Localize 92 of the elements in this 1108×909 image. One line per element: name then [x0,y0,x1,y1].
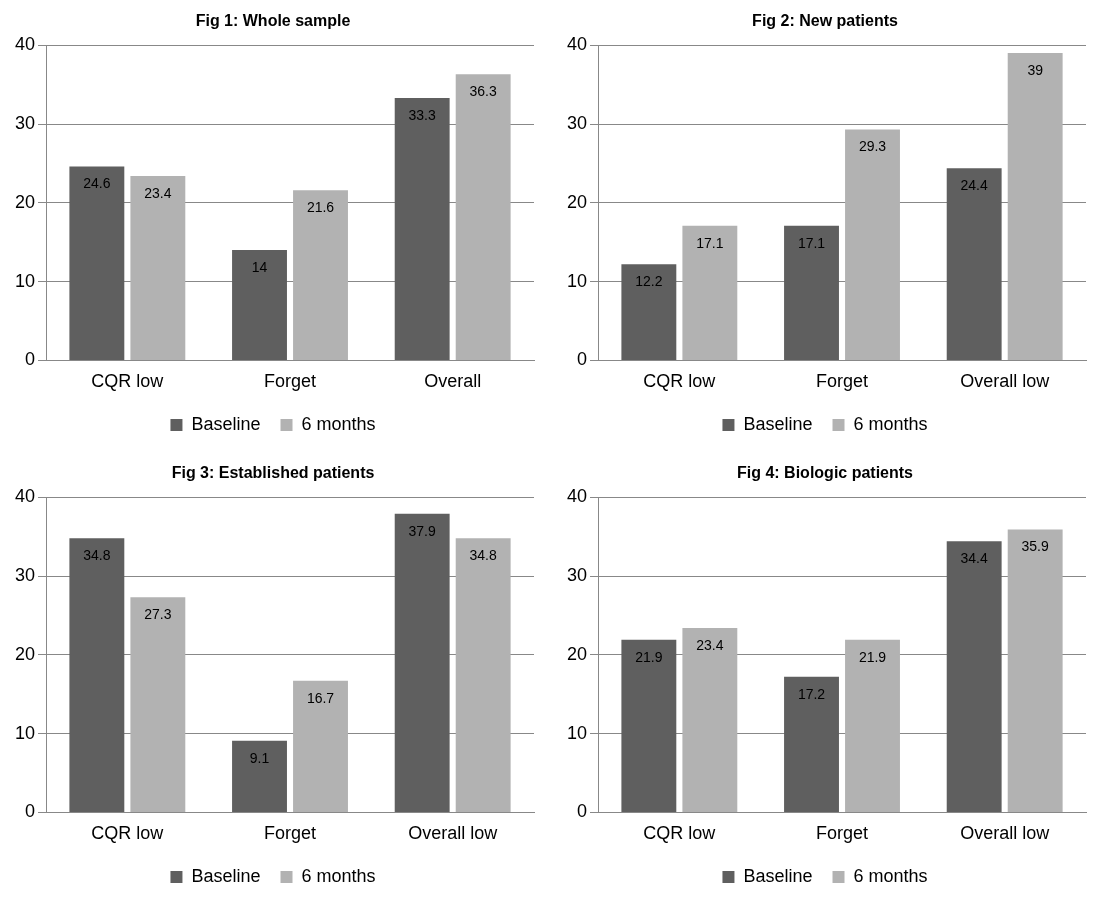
legend-label: Baseline [191,413,261,434]
bar [232,250,287,360]
y-tick-label: 40 [566,34,588,55]
data-label: 21.9 [635,648,663,665]
y-tick-label: 30 [566,564,588,585]
y-tick-label: 30 [14,564,36,585]
data-label: 37.9 [408,522,437,539]
y-tick-label: 40 [14,34,36,55]
x-tick-label: Overall low [960,371,1051,392]
data-label: 27.3 [144,606,172,623]
y-tick-label: 0 [577,349,588,370]
y-tick-label: 40 [14,486,36,507]
data-label: 23.4 [144,184,172,201]
y-tick-label: 20 [566,643,588,664]
y-tick-label: 0 [577,801,588,822]
legend-label: 6 months [853,413,928,434]
bar [232,740,287,812]
bar [784,676,839,812]
bar [1007,53,1063,360]
x-tick-label: Forget [816,371,869,392]
bar [293,680,348,812]
data-label: 21.9 [858,648,887,665]
legend-label: Baseline [743,413,813,434]
y-tick-label: 30 [14,112,36,133]
y-tick-label: 0 [25,801,36,822]
x-tick-label: Forget [264,371,317,392]
data-label: 17.1 [797,234,826,251]
chart-title: Fig 4: Biologic patients [736,464,914,482]
y-tick-label: 10 [14,722,36,743]
data-label: 23.4 [696,636,724,653]
bar [293,190,348,360]
x-tick-label: Overall [424,371,482,392]
y-tick-label: 0 [25,349,36,370]
bar [682,628,738,812]
legend-label: 6 months [853,865,928,886]
bar [455,74,511,360]
x-tick-label: Forget [816,823,869,844]
x-tick-label: CQR low [643,371,717,392]
bar [946,541,1002,812]
data-label: 35.9 [1021,538,1050,555]
y-tick-label: 10 [14,270,36,291]
bar [69,538,125,812]
data-label: 36.3 [469,83,498,100]
x-tick-label: Forget [264,823,317,844]
data-label: 33.3 [408,106,437,123]
x-tick-label: CQR low [91,371,165,392]
bar [130,597,186,812]
y-tick-label: 20 [14,191,36,212]
bar [130,176,186,360]
data-label: 17.1 [696,234,724,251]
bar [682,225,738,360]
data-label: 14 [251,258,268,275]
data-label: 21.6 [306,199,335,216]
data-label: 39 [1027,61,1044,78]
legend-label: Baseline [191,865,261,886]
data-label: 29.3 [858,138,887,155]
legend-label: 6 months [301,865,376,886]
bar [69,166,125,360]
data-label: 9.1 [249,749,270,766]
y-tick-label: 20 [566,191,588,212]
x-tick-label: Overall low [408,823,499,844]
chart-title: Fig 1: Whole sample [195,12,351,30]
y-tick-label: 10 [566,270,588,291]
data-label: 16.7 [306,689,335,706]
bar [455,538,511,812]
chart-title: Fig 2: New patients [752,12,898,30]
legend-label: Baseline [743,865,813,886]
x-tick-label: CQR low [643,823,717,844]
x-tick-label: CQR low [91,823,165,844]
bar [1007,529,1063,812]
bar [845,129,900,360]
bar [621,264,677,360]
bar [621,639,677,812]
legend-label: 6 months [301,413,376,434]
y-tick-label: 30 [566,112,588,133]
data-label: 17.2 [797,685,826,702]
data-label: 34.8 [83,547,111,564]
data-label: 24.6 [83,175,111,192]
bar [394,513,450,812]
bar [845,639,900,812]
bar [394,98,450,360]
data-label: 12.2 [635,273,663,290]
bar [784,225,839,360]
bar [946,168,1002,360]
data-label: 34.8 [469,547,498,564]
x-tick-label: Overall low [960,823,1051,844]
y-tick-label: 20 [14,643,36,664]
y-tick-label: 40 [566,486,588,507]
data-label: 34.4 [960,550,989,567]
data-label: 24.4 [960,176,989,193]
y-tick-label: 10 [566,722,588,743]
chart-title: Fig 3: Established patients [171,464,375,482]
